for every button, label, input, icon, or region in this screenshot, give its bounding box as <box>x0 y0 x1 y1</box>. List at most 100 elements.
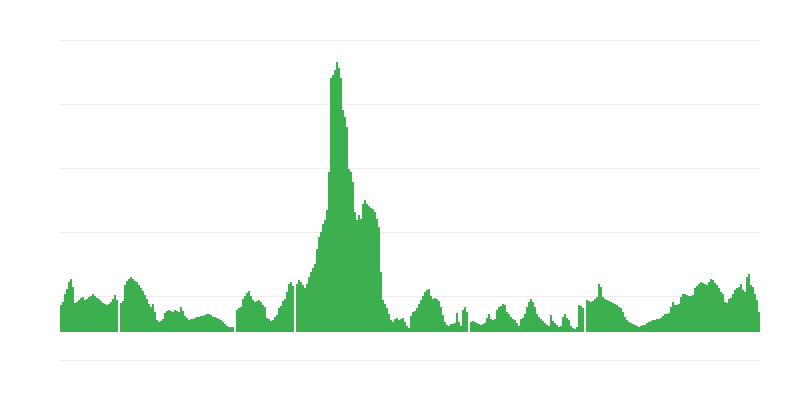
chart-bar <box>648 322 650 332</box>
chart-bar <box>710 279 712 332</box>
chart-bar <box>478 324 480 332</box>
chart-bar <box>616 305 618 332</box>
chart-bar <box>722 294 724 332</box>
chart-bar <box>262 305 264 332</box>
chart-bar <box>292 286 294 332</box>
chart-bar <box>350 172 352 332</box>
chart-bar <box>476 323 478 332</box>
chart-bar <box>284 299 286 332</box>
chart-bar <box>744 292 746 332</box>
chart-bar <box>386 308 388 332</box>
chart-bar <box>86 299 88 332</box>
chart-bar <box>538 317 540 332</box>
chart-bar <box>698 284 700 332</box>
chart-bar <box>398 320 400 332</box>
chart-bar <box>172 312 174 332</box>
chart-bar <box>526 307 528 332</box>
chart-bar <box>436 299 438 332</box>
chart-bar <box>120 303 122 332</box>
chart-bar <box>644 325 646 332</box>
chart-bar <box>328 172 330 332</box>
chart-bar <box>718 288 720 332</box>
chart-bar <box>192 319 194 332</box>
chart-bar <box>522 318 524 332</box>
chart-bar <box>170 311 172 332</box>
chart-bar <box>604 299 606 332</box>
chart-bar <box>104 304 106 332</box>
chart-bar <box>132 279 134 332</box>
chart-bar <box>232 327 234 332</box>
chart-bar <box>390 320 392 332</box>
chart-bar <box>566 318 568 332</box>
chart-bar <box>552 321 554 332</box>
chart-bar <box>620 308 622 332</box>
chart-bar <box>332 75 334 332</box>
chart-bar <box>548 326 550 332</box>
chart-bar <box>492 320 494 332</box>
chart-bar <box>134 281 136 332</box>
chart-bar <box>138 285 140 332</box>
chart-bar <box>198 317 200 332</box>
chart-bar <box>486 318 488 332</box>
chart-bar <box>590 302 592 332</box>
chart-bar <box>654 320 656 332</box>
chart-bar <box>578 305 580 332</box>
chart-bar <box>598 284 600 332</box>
chart-bar <box>736 288 738 332</box>
chart-bar <box>162 319 164 332</box>
chart-bar <box>516 323 518 332</box>
chart-bar <box>356 220 358 332</box>
chart-bar <box>366 204 368 332</box>
chart-bar <box>248 291 250 332</box>
chart-bar <box>142 291 144 332</box>
chart-bar <box>322 224 324 332</box>
chart-bar <box>758 312 760 332</box>
chart-bar <box>508 314 510 332</box>
chart-bar <box>130 277 132 332</box>
chart-bar <box>452 324 454 332</box>
chart-bar <box>124 285 126 332</box>
chart-bar <box>666 314 668 332</box>
chart-bar <box>714 283 716 332</box>
chart-bar <box>456 313 458 332</box>
chart-bar <box>704 284 706 332</box>
chart-bar <box>168 310 170 332</box>
chart-bar <box>588 301 590 332</box>
chart-bar <box>72 287 74 332</box>
chart-bar <box>190 319 192 332</box>
chart-bar <box>260 302 262 332</box>
chart-bar <box>344 117 346 332</box>
chart-bar <box>334 70 336 332</box>
chart-bar <box>480 325 482 332</box>
chart-bar <box>250 296 252 332</box>
chart-bar <box>430 296 432 332</box>
chart-bar <box>694 288 696 332</box>
chart-bar <box>238 308 240 332</box>
chart-bar <box>226 326 228 332</box>
chart-bar <box>122 301 124 332</box>
chart-bar <box>154 312 156 332</box>
chart-bar <box>110 302 112 332</box>
chart-bar <box>610 302 612 332</box>
chart-bar <box>252 300 254 332</box>
chart-bar <box>458 322 460 332</box>
chart-bar <box>550 315 552 332</box>
chart-bar <box>244 296 246 332</box>
chart-bar <box>196 317 198 332</box>
chart-bar <box>376 219 378 332</box>
chart-bar <box>338 68 340 332</box>
chart-bar <box>624 317 626 332</box>
chart-bar <box>276 315 278 332</box>
chart-bar <box>534 307 536 332</box>
chart-bar <box>92 294 94 332</box>
chart-bar <box>632 324 634 332</box>
chart-bar <box>612 303 614 332</box>
chart-bar <box>298 280 300 332</box>
chart-bar <box>180 307 182 332</box>
chart-bar <box>308 277 310 332</box>
chart-bar <box>96 298 98 332</box>
chart-bar <box>738 287 740 332</box>
chart-bar <box>580 306 582 332</box>
chart-bar <box>680 297 682 332</box>
chart-bar <box>662 316 664 332</box>
